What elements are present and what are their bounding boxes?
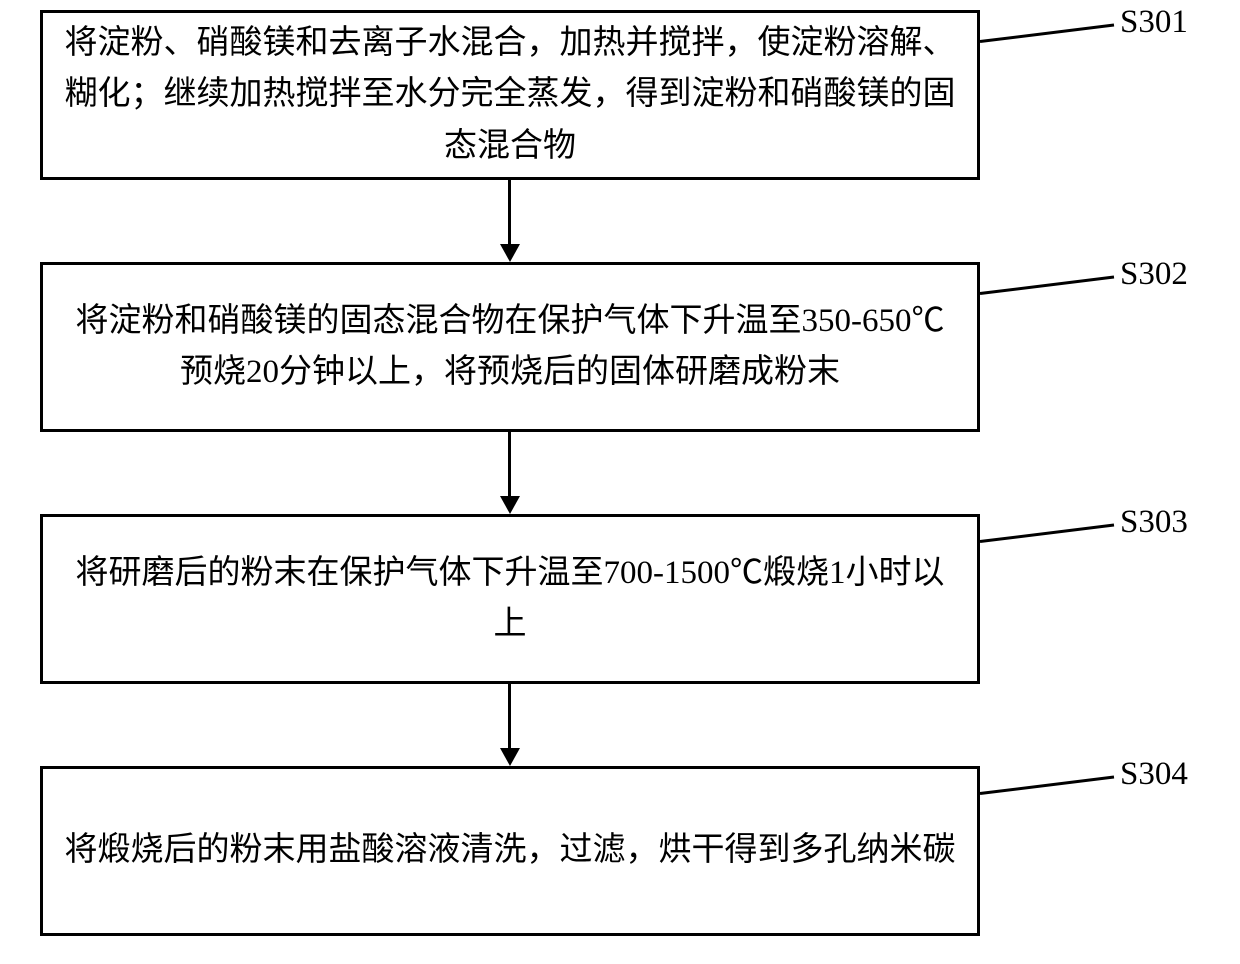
flow-step-label-s301: S301 xyxy=(1120,4,1188,41)
leader-line xyxy=(980,776,1114,795)
flow-arrow xyxy=(508,432,511,496)
flow-step-label-s304: S304 xyxy=(1120,756,1188,793)
leader-line xyxy=(980,24,1114,43)
flow-step-text: 将研磨后的粉末在保护气体下升温至700-1500℃煅烧1小时以上 xyxy=(61,548,959,650)
flow-step-s301: 将淀粉、硝酸镁和去离子水混合，加热并搅拌，使淀粉溶解、糊化；继续加热搅拌至水分完… xyxy=(40,10,980,180)
leader-line xyxy=(980,524,1114,543)
arrow-head-icon xyxy=(500,496,520,514)
flow-step-text: 将淀粉、硝酸镁和去离子水混合，加热并搅拌，使淀粉溶解、糊化；继续加热搅拌至水分完… xyxy=(61,18,959,171)
flow-step-label-s302: S302 xyxy=(1120,256,1188,293)
leader-line xyxy=(980,276,1114,295)
flow-step-text: 将煅烧后的粉末用盐酸溶液清洗，过滤，烘干得到多孔纳米碳 xyxy=(65,825,956,876)
flow-arrow xyxy=(508,180,511,244)
flow-arrow xyxy=(508,684,511,748)
flow-step-s304: 将煅烧后的粉末用盐酸溶液清洗，过滤，烘干得到多孔纳米碳 xyxy=(40,766,980,936)
flow-step-text: 将淀粉和硝酸镁的固态混合物在保护气体下升温至350-650℃预烧20分钟以上，将… xyxy=(61,296,959,398)
flow-step-s302: 将淀粉和硝酸镁的固态混合物在保护气体下升温至350-650℃预烧20分钟以上，将… xyxy=(40,262,980,432)
flowchart-canvas: 将淀粉、硝酸镁和去离子水混合，加热并搅拌，使淀粉溶解、糊化；继续加热搅拌至水分完… xyxy=(0,0,1240,964)
flow-step-label-s303: S303 xyxy=(1120,504,1188,541)
arrow-head-icon xyxy=(500,748,520,766)
arrow-head-icon xyxy=(500,244,520,262)
flow-step-s303: 将研磨后的粉末在保护气体下升温至700-1500℃煅烧1小时以上 xyxy=(40,514,980,684)
